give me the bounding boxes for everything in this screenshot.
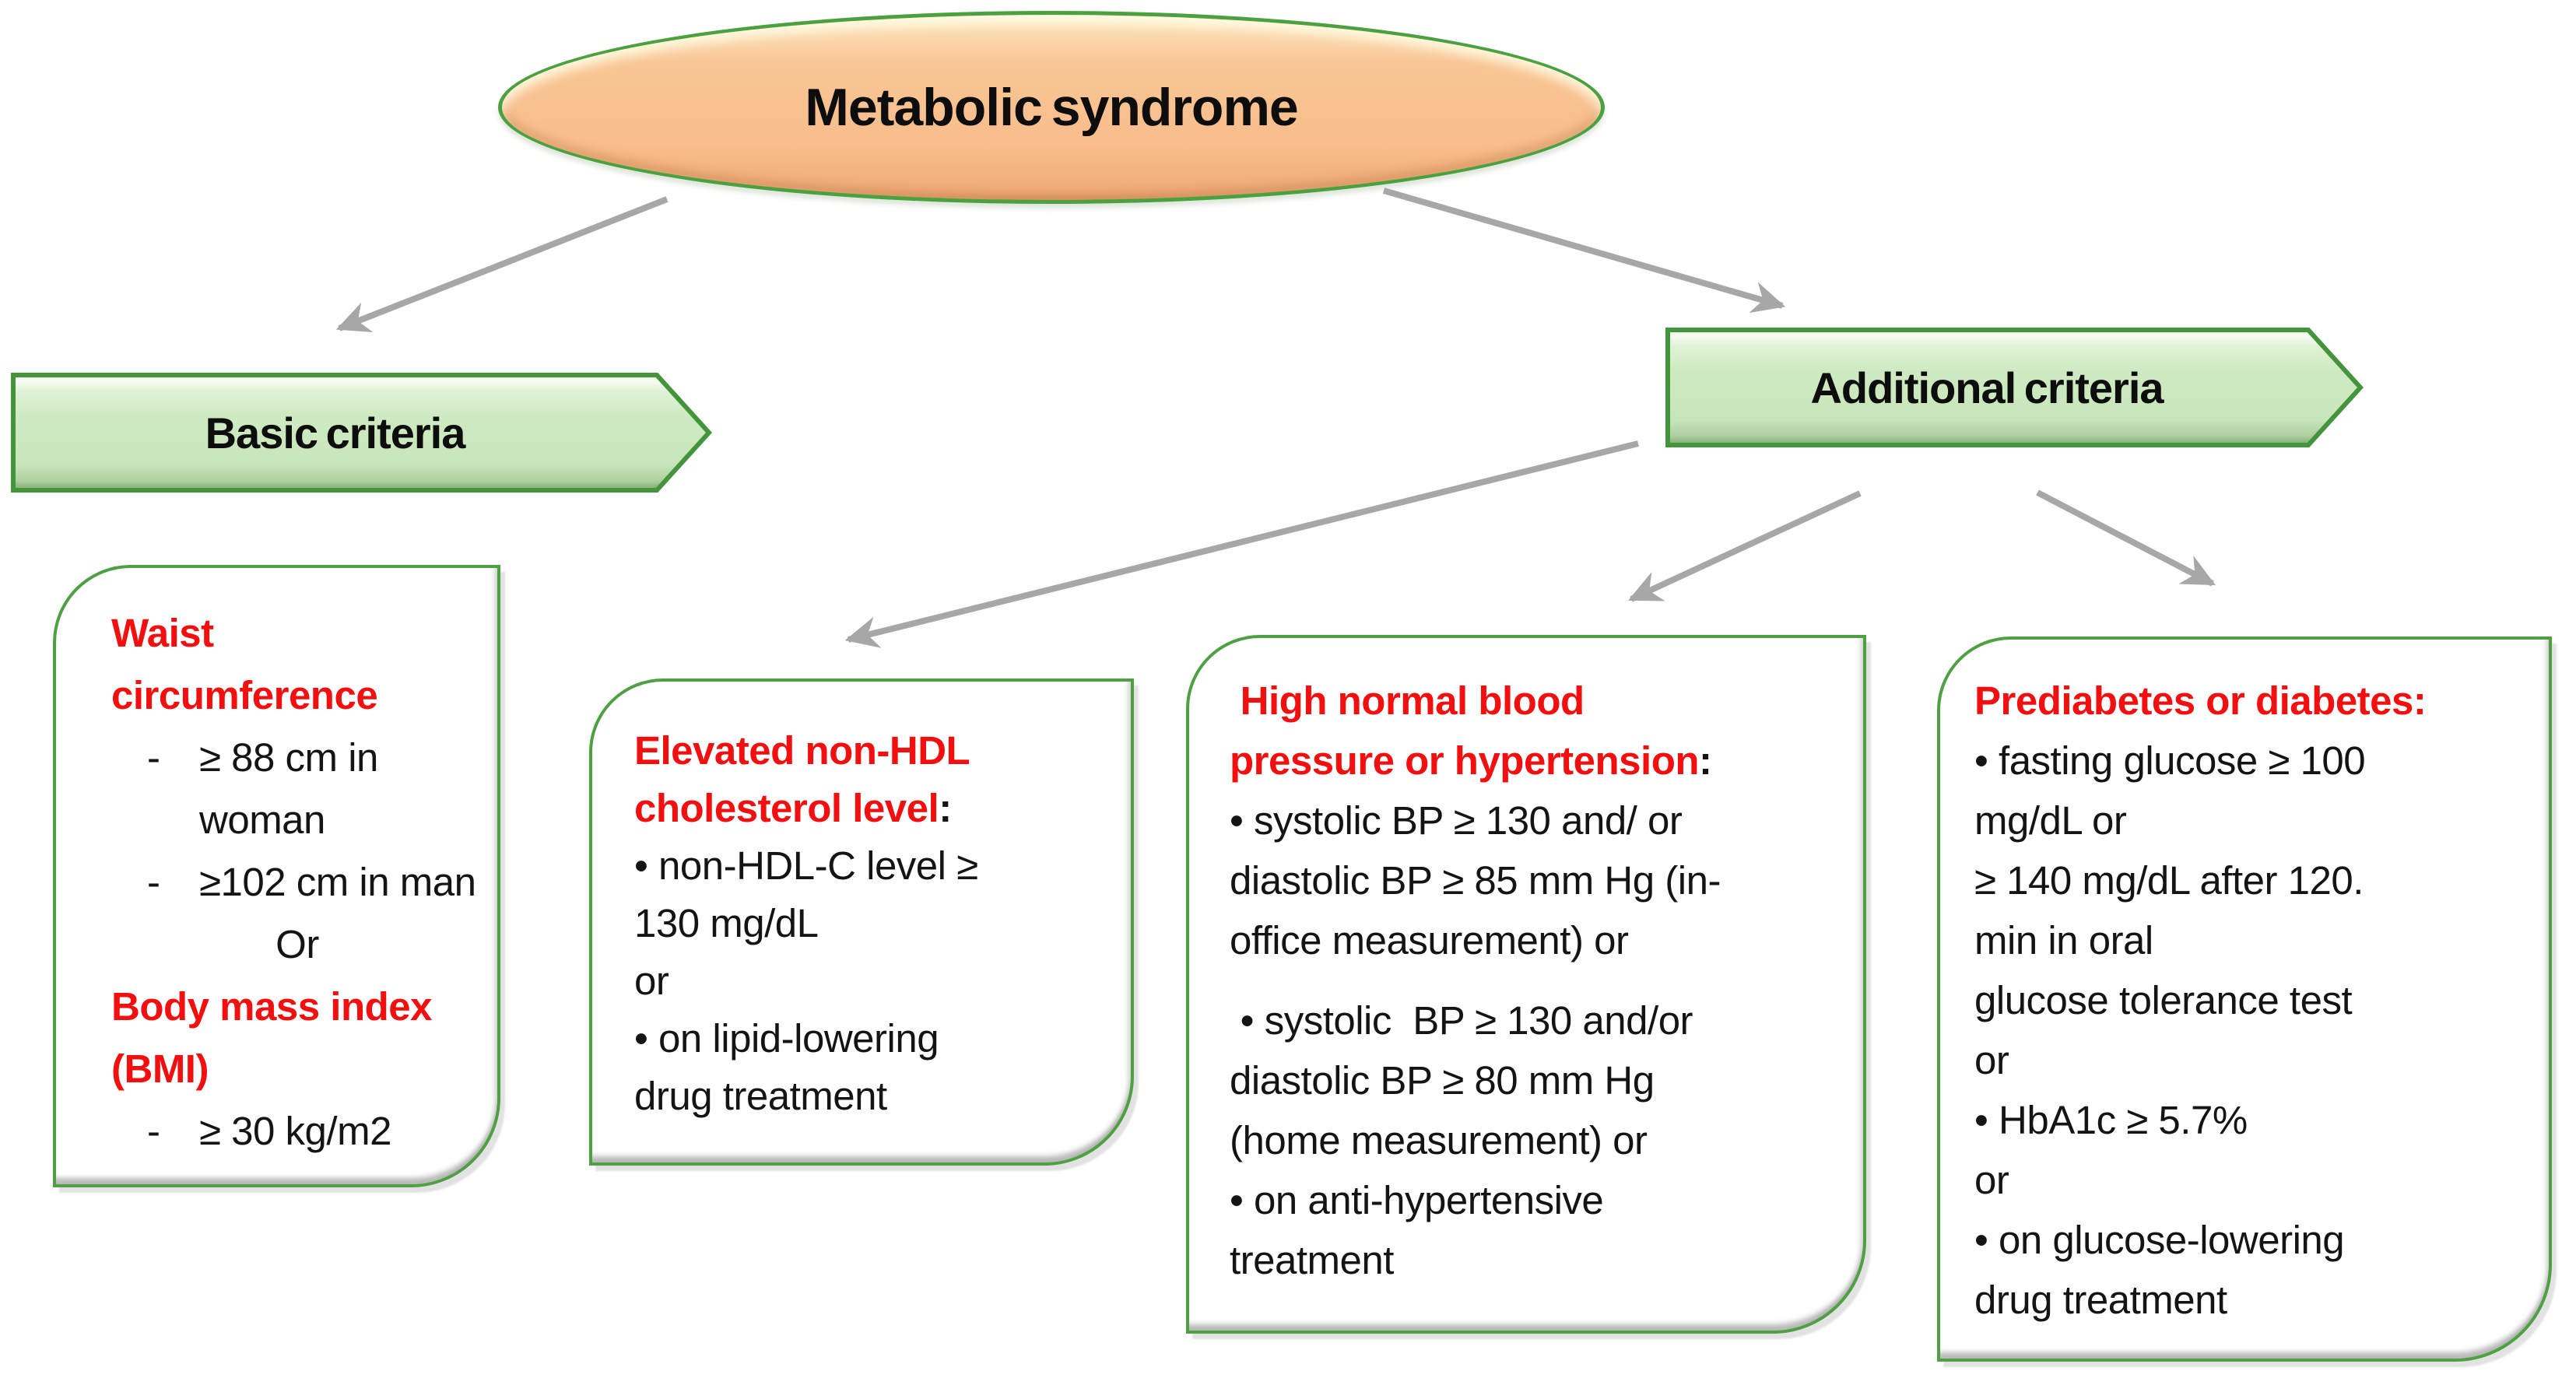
heading-colon: : <box>939 786 952 830</box>
bmi-item: - ≥ 30 kg/m2 <box>111 1100 483 1162</box>
dash-marker: - <box>147 735 160 780</box>
bp-line-6: (home measurement) or <box>1230 1118 1648 1162</box>
waist-item-man-text: ≥102 cm in man <box>199 860 476 904</box>
glucose-heading: Prediabetes or diabetes: <box>1974 678 2427 723</box>
bp-line-1: • systolic BP ≥ 130 and/ or <box>1230 798 1683 843</box>
blood-pressure-box: High normal blood pressure or hypertensi… <box>1186 635 1866 1334</box>
bp-line-5: diastolic BP ≥ 80 mm Hg <box>1230 1058 1655 1103</box>
bmi-item-text: ≥ 30 kg/m2 <box>199 1109 391 1153</box>
basic-criteria-banner: Basic criteria <box>11 372 712 493</box>
cholesterol-heading-2-text: cholesterol level <box>634 786 939 830</box>
dash-marker: - <box>147 1109 160 1153</box>
glucose-line-2: mg/dL or <box>1974 798 2127 843</box>
waist-heading-2: circumference <box>111 673 378 717</box>
additional-criteria-banner: Additional criteria <box>1665 327 2364 448</box>
glucose-line-9: • on glucose-lowering <box>1974 1218 2345 1262</box>
or-separator: Or <box>275 922 319 966</box>
glucose-line-10: drug treatment <box>1974 1278 2227 1322</box>
cholesterol-line-5: drug treatment <box>634 1074 887 1118</box>
waist-item-man: - ≥102 cm in man <box>111 851 483 913</box>
cholesterol-box: Elevated non-HDL cholesterol level: • no… <box>589 678 1134 1166</box>
bp-heading-2: pressure or hypertension: <box>1230 731 1852 791</box>
arrow-ellipse-to-additional <box>1382 188 1786 314</box>
glucose-line-1: • fasting glucose ≥ 100 <box>1974 738 2366 783</box>
glucose-line-5: glucose tolerance test <box>1974 978 2353 1022</box>
waist-bmi-box: Waist circumference - ≥ 88 cm in woman - ≥… <box>53 565 500 1187</box>
bp-heading-1: High normal blood <box>1230 678 1585 723</box>
cholesterol-line-3: or <box>634 959 669 1003</box>
diagram-title: Metabolic syndrome <box>805 78 1298 137</box>
cholesterol-heading-1: Elevated non-HDL <box>634 728 970 773</box>
cholesterol-line-4: • on lipid-lowering <box>634 1016 939 1061</box>
glucose-line-7: • HbA1c ≥ 5.7% <box>1974 1098 2248 1142</box>
glucose-line-6: or <box>1974 1038 2009 1082</box>
bp-heading-2-text: pressure or hypertension <box>1230 738 1700 783</box>
cholesterol-line-1: • non-HDL-C level ≥ <box>634 843 978 888</box>
waist-item-woman: - ≥ 88 cm in <box>111 727 483 789</box>
additional-criteria-label: Additional criteria <box>1810 363 2164 412</box>
basic-banner-shape <box>11 373 712 493</box>
cholesterol-heading-2: cholesterol level: <box>634 780 1120 837</box>
glucose-line-3: ≥ 140 mg/dL after 120. <box>1974 858 2364 903</box>
glucose-line-4: min in oral <box>1974 918 2153 962</box>
arrow-additional-to-bp <box>1627 490 1862 602</box>
arrow-ellipse-to-basic <box>335 196 669 333</box>
bmi-heading-2: (BMI) <box>111 1047 209 1091</box>
bp-line-3: office measurement) or <box>1230 918 1629 962</box>
arrow-additional-to-glucose <box>2036 489 2216 587</box>
heading-colon: : <box>1699 738 1712 783</box>
bmi-heading-1: Body mass index <box>111 984 432 1029</box>
additional-banner-shape <box>1665 328 2364 447</box>
dash-marker: - <box>147 860 160 904</box>
bp-line-8: treatment <box>1230 1238 1394 1282</box>
waist-heading-1: Waist <box>111 611 214 655</box>
waist-item-woman-text: ≥ 88 cm in <box>199 735 378 780</box>
glucose-box: Prediabetes or diabetes: • fasting gluco… <box>1937 636 2552 1362</box>
arrow-additional-to-lipid <box>844 440 1639 648</box>
cholesterol-line-2: 130 mg/dL <box>634 901 819 945</box>
bp-line-7: • on anti-hypertensive <box>1230 1178 1604 1222</box>
basic-criteria-label: Basic criteria <box>205 408 466 458</box>
bp-line-2: diastolic BP ≥ 85 mm Hg (in- <box>1230 858 1721 903</box>
waist-item-woman-cont: woman <box>199 798 325 842</box>
glucose-line-8: or <box>1974 1158 2009 1202</box>
bp-line-4: • systolic BP ≥ 130 and/or <box>1230 998 1693 1043</box>
metabolic-syndrome-ellipse: Metabolic syndrome <box>498 11 1605 204</box>
